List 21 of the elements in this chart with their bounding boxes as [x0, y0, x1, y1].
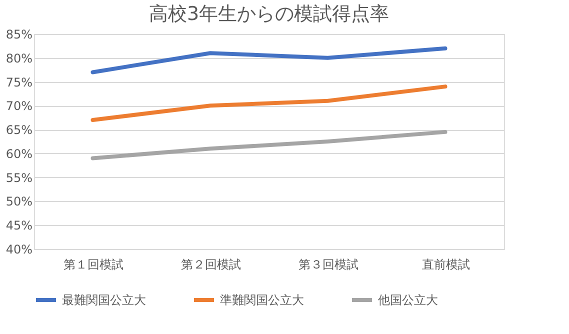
y-tick-label: 70% [6, 99, 32, 114]
legend-label: 準難関国公立大 [220, 293, 304, 307]
x-tick-label: 第２回模試 [180, 258, 241, 272]
x-tick-label: 直前模試 [422, 258, 470, 272]
y-tick-label: 55% [6, 170, 32, 185]
y-tick-label: 60% [6, 146, 32, 161]
y-tick-label: 80% [6, 51, 32, 66]
y-tick-label: 50% [6, 194, 32, 209]
line-series [90, 130, 448, 160]
y-tick-label: 45% [6, 218, 32, 233]
x-tick-label: 第１回模試 [63, 258, 124, 272]
chart-title: 高校3年生からの模試得点率 [148, 3, 390, 25]
line-series [90, 84, 448, 122]
x-tick-label: 第３回模試 [298, 258, 358, 272]
y-tick-label: 75% [6, 75, 32, 90]
line-series [90, 46, 448, 74]
y-tick-label: 40% [6, 242, 32, 256]
legend-label: 他国公立大 [378, 293, 438, 307]
y-tick-label: 85% [6, 28, 32, 42]
legend-label: 最難関国公立大 [62, 293, 146, 307]
y-tick-label: 65% [6, 123, 32, 138]
